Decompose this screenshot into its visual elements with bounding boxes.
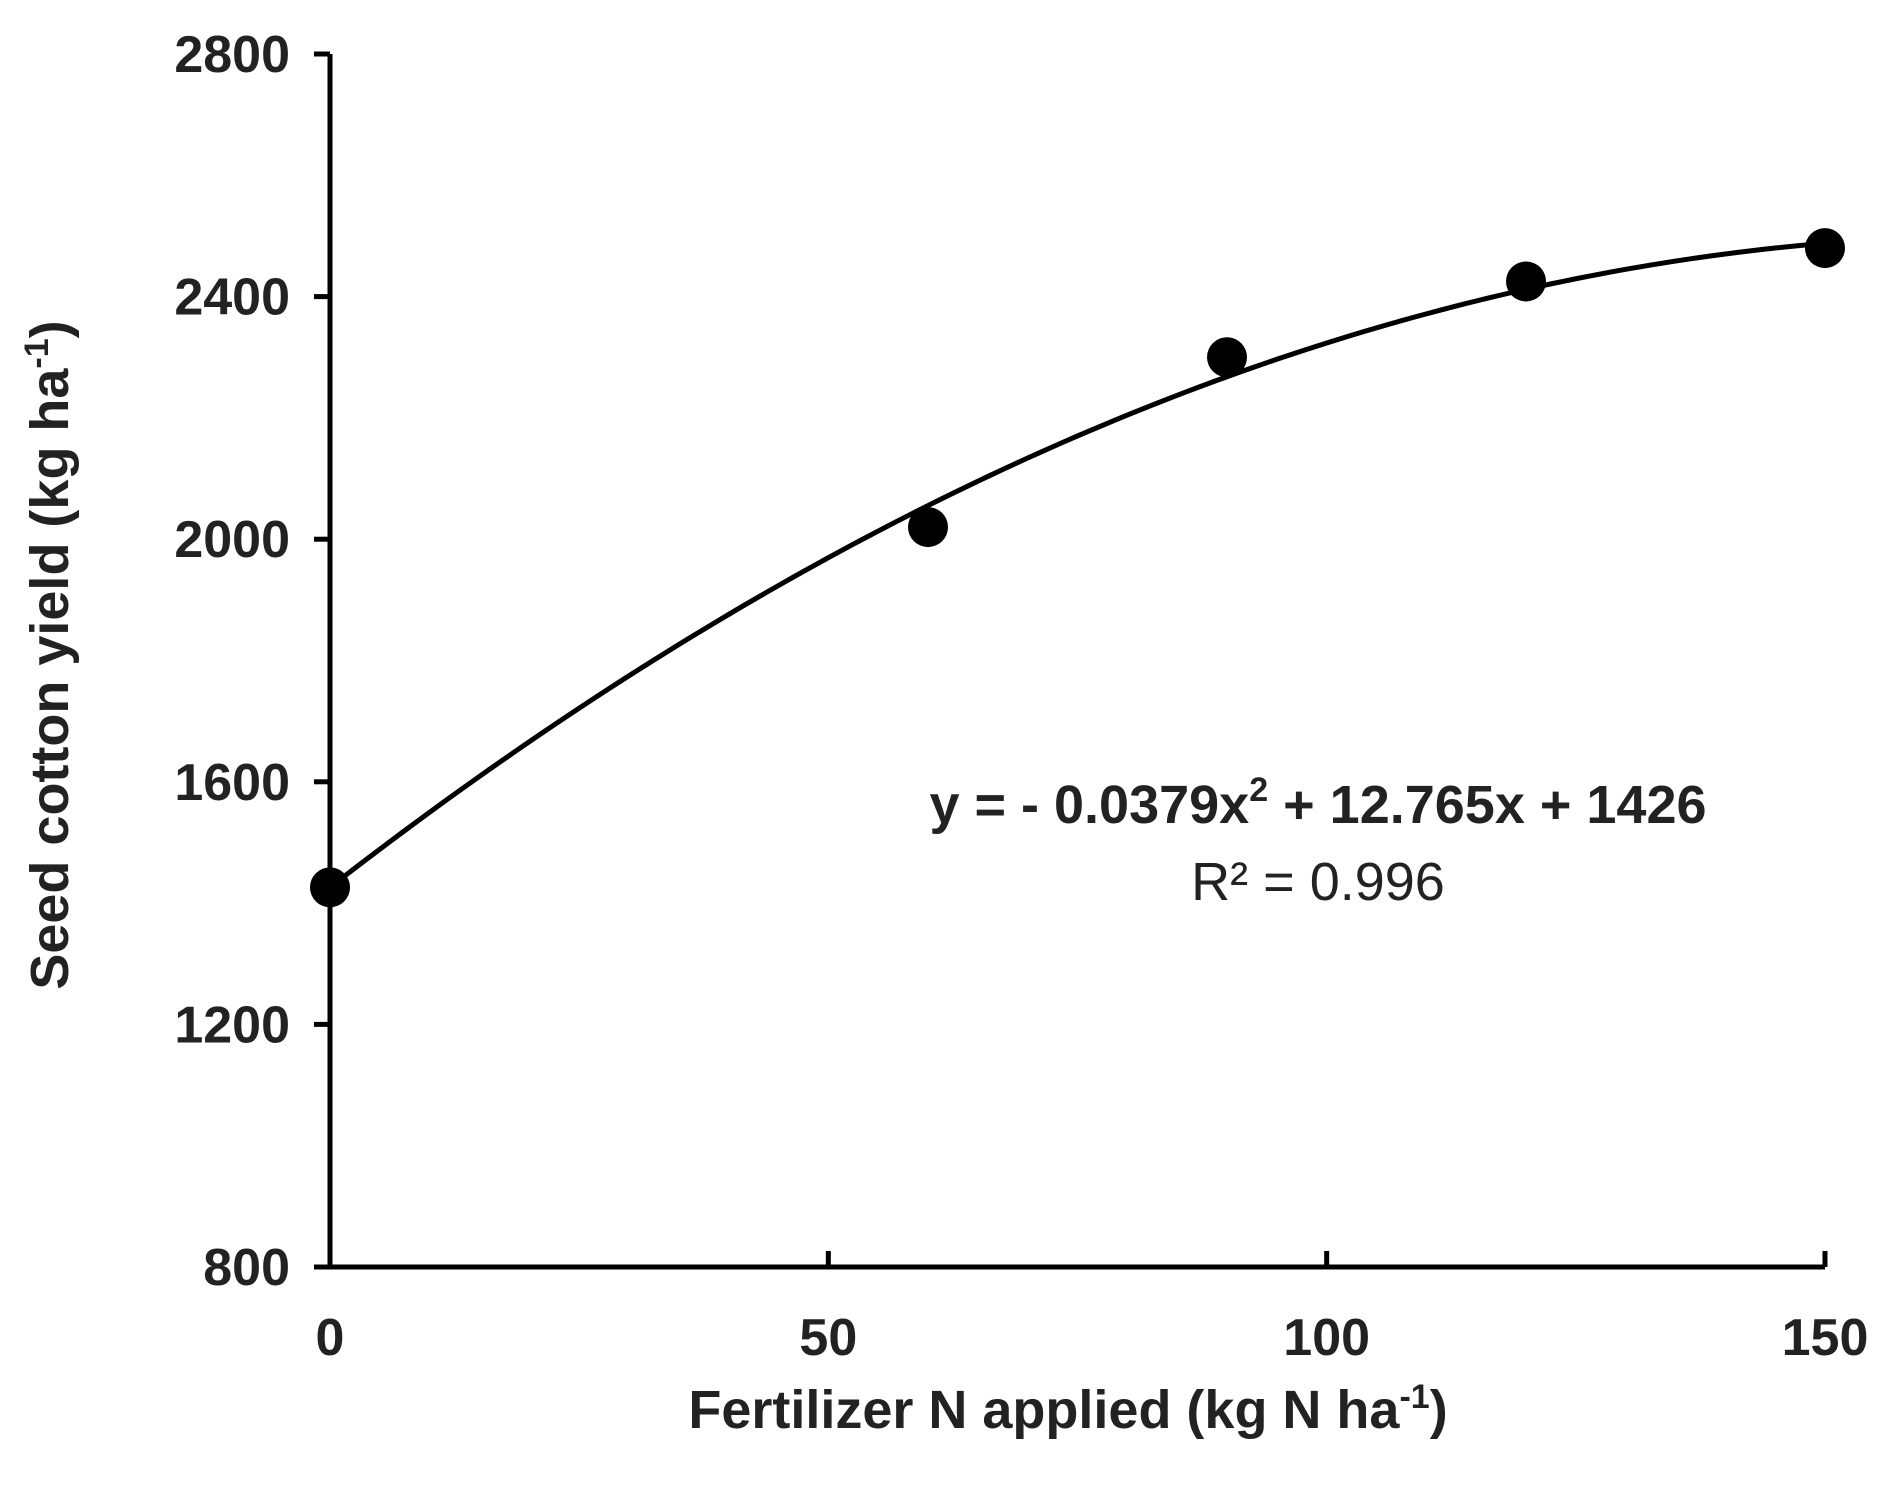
data-point	[908, 507, 948, 548]
y-axis-title-end: )	[20, 320, 80, 338]
y-tick-label: 2400	[174, 269, 290, 327]
x-axis-title: Fertilizer N applied (kg N ha-1)	[688, 1378, 1447, 1440]
r-squared-label: R² = 0.996	[1191, 852, 1445, 912]
polynomial-trendline	[328, 240, 1826, 890]
x-axis-title-superscript: -1	[1399, 1378, 1429, 1416]
x-tick-label: 100	[1283, 1309, 1370, 1367]
y-axis-ticks: 800 1200 1600 2000 2400 2800	[174, 26, 330, 1297]
x-tick-label: 0	[316, 1309, 345, 1367]
y-axis-title-main: Seed cotton yield (kg ha	[20, 368, 80, 990]
equation-part-2: + 12.765x + 1426	[1268, 775, 1706, 835]
y-axis-title: Seed cotton yield (kg ha-1)	[18, 320, 80, 989]
equation-part-1: y = - 0.0379x	[929, 775, 1249, 835]
equation-exponent: 2	[1249, 771, 1268, 809]
data-point	[1207, 337, 1247, 378]
x-axis-title-end: )	[1430, 1380, 1448, 1440]
x-tick-label: 150	[1782, 1309, 1869, 1367]
data-point	[1805, 228, 1845, 269]
y-tick-label: 800	[203, 1239, 290, 1297]
y-tick-label: 1200	[174, 996, 290, 1054]
y-tick-label: 1600	[174, 754, 290, 812]
y-tick-label: 2800	[174, 26, 290, 84]
axes	[327, 54, 1825, 1270]
data-point	[1506, 261, 1546, 302]
y-axis-title-superscript: -1	[18, 338, 56, 368]
trendline-equation: y = - 0.0379x2 + 12.765x + 1426	[929, 771, 1706, 835]
x-axis-title-main: Fertilizer N applied (kg N ha	[688, 1380, 1400, 1440]
y-tick-label: 2000	[174, 511, 290, 569]
x-axis-ticks: 0 50 100 150	[316, 1251, 1869, 1367]
data-point	[310, 867, 350, 908]
data-points	[310, 228, 1845, 908]
x-tick-label: 50	[799, 1309, 857, 1367]
